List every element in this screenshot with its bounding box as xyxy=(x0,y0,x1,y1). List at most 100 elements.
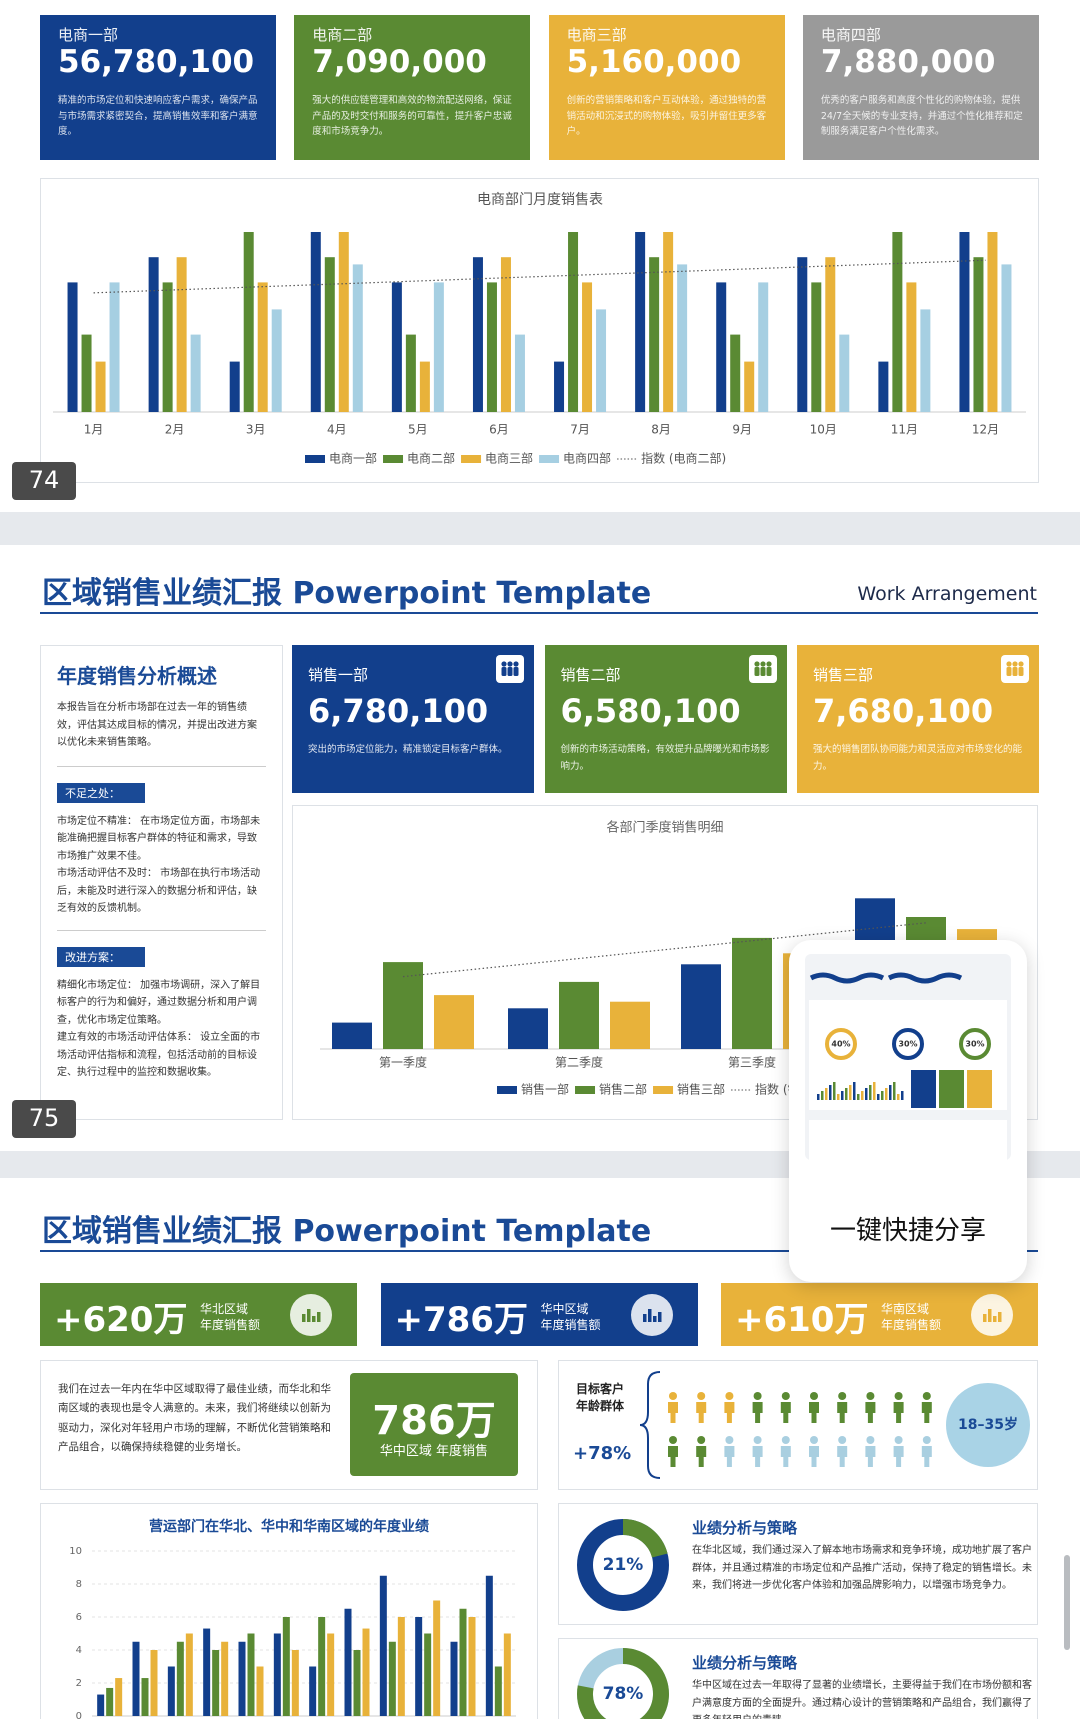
person-head xyxy=(866,1436,875,1444)
person-head xyxy=(781,1392,790,1400)
donut-label: 78% xyxy=(603,1684,644,1704)
bar xyxy=(332,1022,372,1049)
card-icon xyxy=(748,655,777,683)
icon-head xyxy=(501,661,507,667)
x-tick-label: 1月 xyxy=(84,423,104,437)
card-value: 6,580,100 xyxy=(560,692,741,730)
bar xyxy=(176,257,187,412)
bar xyxy=(362,1628,370,1716)
stat-icon xyxy=(971,1294,1013,1336)
person-body xyxy=(893,1402,904,1423)
icon-body xyxy=(1012,667,1018,676)
bar xyxy=(148,257,159,412)
person-body xyxy=(921,1402,932,1423)
bar xyxy=(500,257,511,412)
person-head xyxy=(838,1392,847,1400)
bar xyxy=(150,1650,158,1716)
bar xyxy=(310,232,321,412)
icon-bar xyxy=(998,1312,1002,1322)
thumb-card xyxy=(911,1070,936,1108)
analysis-title: 业绩分析与策略 xyxy=(692,1654,798,1672)
bar xyxy=(472,257,483,412)
card-value: 7,880,000 xyxy=(820,44,996,80)
person-head xyxy=(866,1392,875,1400)
legend-swatch xyxy=(461,455,482,463)
highlight-label: 华中区域 年度销售 xyxy=(379,1444,489,1459)
bar xyxy=(243,232,254,412)
icon-body xyxy=(1006,667,1012,676)
icon-body xyxy=(507,667,513,676)
dept-card xyxy=(294,15,531,160)
person-body xyxy=(724,1446,735,1467)
bar xyxy=(508,1008,548,1049)
thumb-bar xyxy=(837,1094,840,1100)
y-tick-label: 0 xyxy=(76,1711,82,1719)
analysis-text: 华中区域在过去一年取得了显著的业绩增长，主要得益于我们在市场份额和客户满意度方面… xyxy=(692,1680,1032,1719)
card-desc: 强大的供应链管理和高效的物流配送网络，保证产品的及时交付和服务的可靠性，提升客户… xyxy=(312,95,512,138)
person-head xyxy=(894,1436,903,1444)
summary-text: 我们在过去一年内在华中区域取得了最佳业绩，而华北和华南区域的表现也是令人满意的。… xyxy=(58,1383,331,1454)
person-head xyxy=(725,1436,734,1444)
share-label: 一键快捷分享 xyxy=(829,1216,986,1246)
bar xyxy=(503,1633,511,1716)
legend-swatch xyxy=(539,455,560,463)
legend-label: 电商四部 xyxy=(563,451,611,466)
person-body xyxy=(809,1402,819,1423)
thumb-bar xyxy=(833,1082,836,1100)
thumb-bar xyxy=(817,1094,820,1100)
person-body xyxy=(837,1446,848,1467)
bar xyxy=(434,995,474,1049)
card-value: 6,780,100 xyxy=(308,692,489,730)
bar xyxy=(433,282,444,412)
stat-label: 年度销售额 xyxy=(200,1318,261,1332)
sales-card xyxy=(292,645,534,793)
audience-growth: +78% xyxy=(573,1443,632,1464)
person-head xyxy=(810,1436,818,1444)
icon-bar xyxy=(317,1312,321,1322)
bar xyxy=(176,1641,184,1716)
bar xyxy=(190,334,201,412)
icon-bar xyxy=(988,1309,992,1322)
bar xyxy=(95,361,106,412)
thumb-label: 40% xyxy=(831,1040,850,1049)
bar xyxy=(635,232,646,412)
icon-body xyxy=(1018,667,1024,676)
person-body xyxy=(752,1402,763,1423)
icon-head xyxy=(513,661,519,667)
x-tick-label: 8月 xyxy=(651,423,671,437)
page-badge xyxy=(12,462,76,500)
bar xyxy=(758,282,769,412)
thumb-bar xyxy=(857,1094,860,1100)
card-value: 7,680,100 xyxy=(813,692,994,730)
page-badge xyxy=(12,1100,76,1138)
card-desc: 精准的市场定位和快速响应客户需求，确保产品与市场需求紧密契合，提高销售效率和客户… xyxy=(58,95,258,138)
thumb-donut xyxy=(959,1028,991,1060)
section-label: 不足之处： xyxy=(57,782,145,803)
sales-card xyxy=(797,645,1039,793)
scrollbar xyxy=(1064,1555,1070,1650)
x-tick-label: 第一季度 xyxy=(379,1055,427,1070)
x-tick-label: 6月 xyxy=(489,423,509,437)
bar xyxy=(450,1641,458,1716)
legend-swatch xyxy=(497,1086,517,1094)
highlight-block xyxy=(350,1373,518,1476)
card-name: 销售一部 xyxy=(308,666,369,684)
bar xyxy=(115,1678,123,1716)
section-item: 市场定位不精准： 在市场定位方面，市场部未能准确把握目标客户群体的特征和需求，导… xyxy=(57,815,261,862)
donut-arc xyxy=(577,1648,669,1719)
icon-bar xyxy=(307,1309,311,1322)
thumb-bar xyxy=(881,1091,884,1100)
sales-card xyxy=(544,645,787,793)
highlight-value: 786万 xyxy=(372,1398,496,1444)
person-body xyxy=(837,1402,848,1423)
x-tick-label: 2月 xyxy=(165,423,185,437)
icon-body xyxy=(513,667,519,676)
x-tick-label: 5月 xyxy=(408,423,428,437)
person-head xyxy=(838,1436,847,1444)
thumb-bar xyxy=(825,1088,828,1100)
bar xyxy=(920,309,931,412)
thumb-bar xyxy=(885,1088,888,1100)
bar xyxy=(1001,264,1012,412)
card-name: 电商一部 xyxy=(58,26,119,44)
bar xyxy=(468,1617,476,1716)
